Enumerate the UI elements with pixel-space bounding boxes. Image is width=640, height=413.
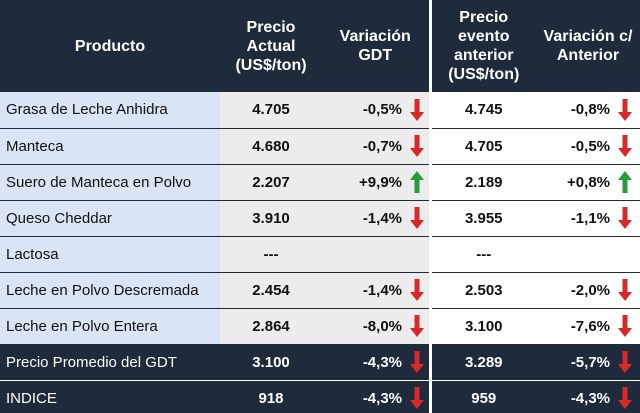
header-precio-actual: Precio Actual (US$/ton) (220, 0, 322, 92)
variacion-anterior-arrow (618, 308, 640, 345)
down-arrow-icon (410, 135, 424, 157)
variacion-gdt-arrow (410, 200, 430, 237)
precio-anterior-value: 2.503 (428, 272, 536, 309)
precio-actual-value: 4.680 (220, 128, 322, 165)
table-row: Suero de Manteca en Polvo 2.207 +9,9% 2.189… (0, 164, 640, 201)
down-arrow-icon (410, 207, 424, 229)
variacion-gdt-value: -4,3% (322, 380, 410, 413)
variacion-gdt-value (322, 236, 410, 273)
summary-row: INDICE 918 -4,3% 959 -4,3% (0, 380, 640, 413)
variacion-gdt-arrow (410, 380, 430, 413)
precio-anterior-value: 3.100 (428, 308, 536, 345)
down-arrow-icon (410, 279, 424, 301)
precio-actual-value: 2.454 (220, 272, 322, 309)
precio-actual-value: 3.100 (220, 344, 322, 381)
down-arrow-icon (618, 98, 632, 121)
product-name: Manteca (0, 128, 220, 165)
precio-actual-value: 2.864 (220, 308, 322, 345)
product-name: INDICE (0, 380, 220, 413)
variacion-gdt-value: -1,4% (322, 272, 410, 309)
up-arrow-icon (410, 171, 424, 193)
precio-actual-value: --- (220, 236, 322, 273)
variacion-gdt-arrow (410, 272, 430, 309)
variacion-gdt-arrow (410, 344, 430, 381)
variacion-anterior-value (536, 236, 618, 273)
variacion-anterior-value: -0,8% (536, 92, 618, 129)
variacion-anterior-value: -7,6% (536, 308, 618, 345)
precio-anterior-value: 3.289 (428, 344, 536, 381)
variacion-anterior-arrow (618, 272, 640, 309)
variacion-gdt-value: -0,7% (322, 128, 410, 165)
variacion-gdt-value: -4,3% (322, 344, 410, 381)
variacion-gdt-arrow (410, 164, 430, 201)
product-name: Queso Cheddar (0, 200, 220, 237)
down-arrow-icon (410, 315, 424, 337)
variacion-gdt-value: -1,4% (322, 200, 410, 237)
table-row: Leche en Polvo Entera 2.864 -8,0% 3.100 -7,6… (0, 308, 640, 345)
precio-actual-value: 918 (220, 380, 322, 413)
table-row: Manteca 4.680 -0,7% 4.705 -0,5% (0, 128, 640, 165)
down-arrow-icon (410, 351, 424, 373)
down-arrow-icon (618, 387, 632, 409)
down-arrow-icon (618, 351, 632, 373)
table-row: Grasa de Leche Anhidra 4.705 -0,5% 4.745 -0,… (0, 92, 640, 129)
variacion-anterior-arrow (618, 128, 640, 165)
up-arrow-icon (618, 171, 632, 193)
down-arrow-icon (618, 279, 632, 301)
variacion-anterior-arrow (618, 164, 640, 201)
precio-anterior-value: --- (428, 236, 536, 273)
variacion-gdt-value: -0,5% (322, 92, 410, 129)
summary-row: Precio Promedio del GDT 3.100 -4,3% 3.289 -5… (0, 344, 640, 381)
down-arrow-icon (618, 207, 632, 229)
variacion-anterior-arrow (618, 380, 640, 413)
header-variacion-gdt: Variación GDT (322, 0, 430, 92)
down-arrow-icon (618, 135, 632, 157)
precio-actual-value: 3.910 (220, 200, 322, 237)
variacion-gdt-arrow (410, 236, 430, 273)
table-body: Grasa de Leche Anhidra 4.705 -0,5% 4.745 -0,… (0, 92, 640, 413)
down-arrow-icon (410, 98, 424, 121)
header-precio-anterior: Precio evento anterior (US$/ton) (428, 0, 536, 92)
product-name: Suero de Manteca en Polvo (0, 164, 220, 201)
product-name: Grasa de Leche Anhidra (0, 92, 220, 129)
product-name: Lactosa (0, 236, 220, 273)
precio-anterior-value: 4.745 (428, 92, 536, 129)
precio-anterior-value: 3.955 (428, 200, 536, 237)
variacion-gdt-arrow (410, 308, 430, 345)
variacion-anterior-arrow (618, 236, 640, 273)
product-name: Precio Promedio del GDT (0, 344, 220, 381)
header-producto: Producto (0, 0, 220, 92)
variacion-anterior-value: -5,7% (536, 344, 618, 381)
variacion-anterior-value: -2,0% (536, 272, 618, 309)
table-row: Queso Cheddar 3.910 -1,4% 3.955 -1,1% (0, 200, 640, 237)
down-arrow-icon (618, 315, 632, 337)
down-arrow-icon (410, 387, 424, 409)
variacion-anterior-arrow (618, 344, 640, 381)
precio-anterior-value: 959 (428, 380, 536, 413)
variacion-anterior-value: -0,5% (536, 128, 618, 165)
precio-anterior-value: 2.189 (428, 164, 536, 201)
table-row: Leche en Polvo Descremada 2.454 -1,4% 2.503… (0, 272, 640, 309)
variacion-gdt-arrow (410, 92, 430, 129)
product-name: Leche en Polvo Entera (0, 308, 220, 345)
variacion-anterior-value: -1,1% (536, 200, 618, 237)
variacion-gdt-arrow (410, 128, 430, 165)
table-header: Producto Precio Actual (US$/ton) Variaci… (0, 0, 640, 92)
variacion-anterior-arrow (618, 92, 640, 129)
variacion-anterior-value: +0,8% (536, 164, 618, 201)
precio-actual-value: 4.705 (220, 92, 322, 129)
variacion-anterior-arrow (618, 200, 640, 237)
variacion-gdt-value: -8,0% (322, 308, 410, 345)
precio-anterior-value: 4.705 (428, 128, 536, 165)
header-variacion-anterior: Variación c/ Anterior (536, 0, 640, 92)
variacion-gdt-value: +9,9% (322, 164, 410, 201)
precio-actual-value: 2.207 (220, 164, 322, 201)
variacion-anterior-value: -4,3% (536, 380, 618, 413)
table-row: Lactosa --- --- (0, 236, 640, 273)
product-name: Leche en Polvo Descremada (0, 272, 220, 309)
